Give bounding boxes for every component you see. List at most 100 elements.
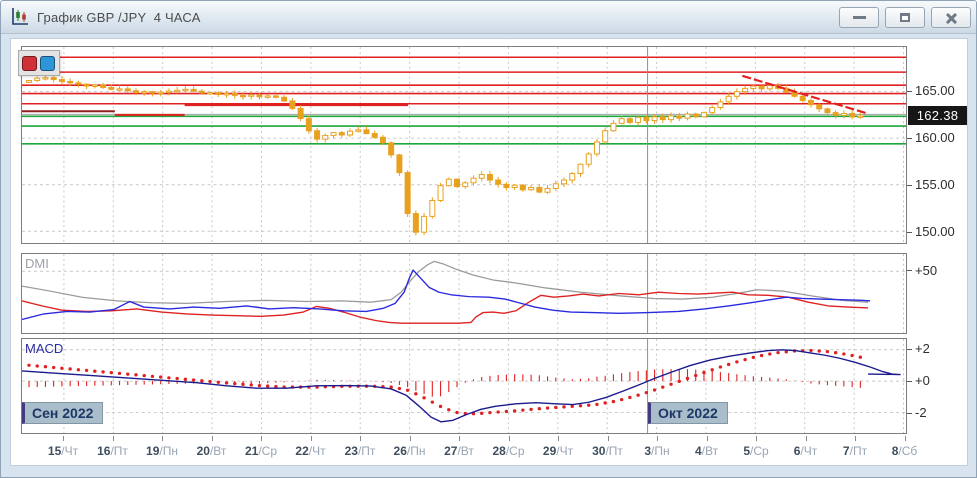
red-marker-button[interactable]: [22, 55, 37, 71]
candle: [577, 163, 584, 175]
plus-di-line: [22, 269, 871, 321]
signal-dot: [158, 375, 163, 379]
candlestick-chart-icon[interactable]: [10, 7, 30, 27]
adx-line: [22, 260, 869, 304]
macd-line: [22, 349, 901, 423]
signal-dot: [35, 364, 39, 368]
signal-dot: [397, 386, 402, 391]
candle: [742, 87, 749, 93]
signal-dot: [117, 371, 122, 376]
macd-panel[interactable]: [21, 338, 907, 434]
candle: [421, 215, 428, 233]
candle: [379, 136, 386, 144]
candle: [700, 112, 707, 118]
signal-dot: [644, 390, 649, 395]
price-panel[interactable]: [21, 46, 907, 244]
candle: [149, 91, 156, 94]
candle: [141, 91, 148, 94]
signal-dot: [84, 368, 89, 373]
candle: [404, 172, 411, 215]
candle: [190, 88, 197, 92]
candle: [511, 184, 518, 188]
signal-dot: [142, 373, 146, 378]
candle: [561, 179, 568, 185]
signal-dot: [101, 370, 105, 374]
signal-dot: [718, 365, 723, 369]
signal-dot: [241, 382, 245, 386]
signal-dot: [850, 353, 854, 358]
candle: [34, 77, 41, 82]
signal-dot: [183, 377, 188, 382]
signal-dot: [134, 373, 138, 377]
signal-dot: [447, 408, 451, 412]
candle: [58, 79, 65, 82]
candle: [824, 108, 831, 114]
minus-di-line: [22, 291, 869, 324]
signal-dot: [257, 383, 262, 388]
signal-dot: [677, 379, 681, 384]
candle: [396, 154, 403, 174]
signal-dot: [619, 397, 624, 402]
candle: [429, 200, 436, 217]
signal-dot: [167, 376, 171, 380]
candle: [67, 80, 74, 84]
candle: [83, 83, 90, 87]
candle: [659, 116, 666, 121]
signal-dot: [694, 373, 698, 378]
signal-dot: [833, 351, 838, 355]
candle: [832, 112, 839, 116]
descending-trendline: [742, 74, 867, 115]
candle: [215, 92, 222, 96]
signal-dot: [389, 385, 393, 389]
candle: [684, 113, 691, 119]
restore-button[interactable]: [885, 7, 925, 28]
candle: [50, 77, 57, 81]
candle: [100, 84, 107, 88]
candle: [132, 90, 139, 94]
candle: [750, 85, 757, 89]
signal-dot: [842, 352, 846, 356]
candle: [569, 173, 576, 181]
signal-dot: [817, 349, 821, 353]
signal-dot: [825, 349, 830, 354]
candle: [289, 100, 296, 109]
candle: [585, 153, 592, 165]
candle: [725, 95, 732, 103]
signal-dot: [595, 402, 599, 407]
signal-dot: [216, 380, 221, 384]
titlebar[interactable]: График GBP /JPY 4 ЧАСА: [1, 1, 976, 34]
candle: [437, 185, 444, 202]
restore-icon: [900, 13, 910, 22]
signal-dot: [200, 379, 204, 383]
candle: [371, 133, 378, 138]
candle: [676, 115, 683, 119]
minimize-button[interactable]: [839, 7, 879, 28]
signal-dot: [611, 399, 616, 404]
candle: [692, 113, 699, 118]
dmi-panel[interactable]: [21, 253, 907, 334]
signal-dot: [233, 381, 237, 386]
signal-dot: [759, 353, 764, 358]
close-button[interactable]: [931, 7, 971, 28]
candle: [240, 94, 246, 98]
candle: [643, 116, 650, 122]
candle: [593, 141, 600, 155]
signal-dot: [249, 383, 253, 387]
candle: [717, 101, 724, 108]
signal-dot: [545, 406, 550, 410]
candle: [849, 113, 856, 118]
signal-dot: [570, 404, 574, 409]
blue-marker-button[interactable]: [40, 55, 55, 71]
candle: [807, 100, 814, 106]
signal-dot: [27, 363, 31, 367]
signal-dot: [405, 388, 410, 392]
candle: [519, 184, 526, 191]
signal-dot: [743, 357, 747, 362]
candle: [552, 183, 559, 189]
candle: [626, 118, 633, 123]
signal-dot: [274, 384, 278, 389]
candle: [305, 118, 312, 132]
signal-dot: [587, 403, 591, 407]
signal-dot: [150, 374, 155, 379]
